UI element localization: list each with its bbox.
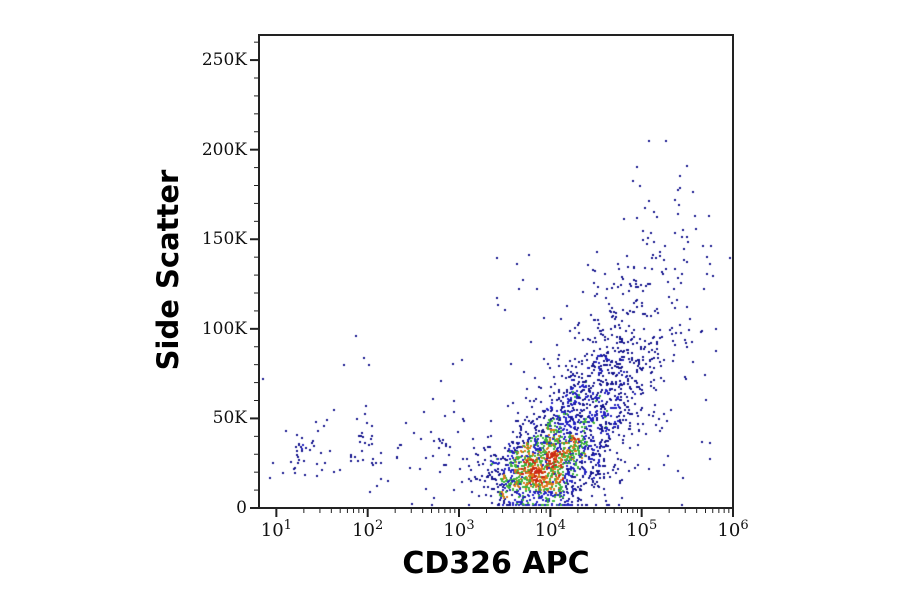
y-tick-label: 0: [236, 498, 247, 518]
x-tick-label: 103: [443, 518, 475, 541]
x-axis-title: CD326 APC: [402, 546, 590, 581]
plot-border: [258, 34, 734, 509]
y-tick-label: 150K: [201, 229, 247, 250]
x-tick-label: 105: [626, 518, 658, 541]
y-axis-title: Side Scatter: [151, 169, 185, 371]
y-tick-label: 200K: [201, 139, 247, 160]
x-tick-label: 102: [352, 518, 384, 541]
x-tick-label: 104: [534, 518, 566, 541]
y-tick-label: 250K: [201, 50, 247, 71]
x-tick-label: 106: [717, 518, 749, 541]
y-tick-label: 100K: [201, 318, 247, 339]
y-tick-label: 50K: [212, 408, 247, 429]
x-tick-label: 101: [260, 518, 292, 541]
